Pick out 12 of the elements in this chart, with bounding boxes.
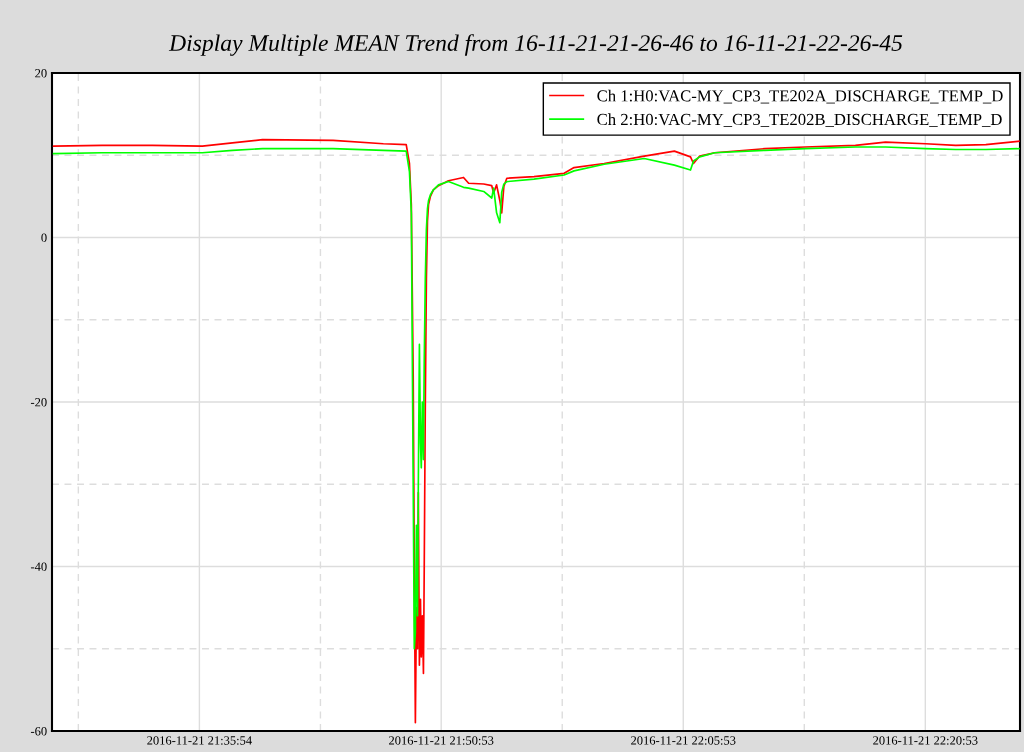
chart-title: Display Multiple MEAN Trend from 16-11-21-21-26-46 to 16-11-21-22-26-45 xyxy=(168,34,903,56)
y-tick-label: 20 xyxy=(35,69,47,78)
y-tick-label: -60 xyxy=(30,727,47,736)
x-tick-label: 2016-11-21 21:35:54 xyxy=(147,736,252,745)
y-tick-label: -20 xyxy=(30,398,47,407)
x-tick-label: 2016-11-21 22:05:53 xyxy=(631,736,736,745)
y-tick-label: 0 xyxy=(41,233,47,242)
y-tick-label: -40 xyxy=(30,562,47,571)
x-tick-label: 2016-11-21 22:20:53 xyxy=(873,736,978,745)
legend-label: Ch 1:H0:VAC-MY_CP3_TE202A_DISCHARGE_TEMP_D xyxy=(597,89,1003,104)
legend-label: Ch 2:H0:VAC-MY_CP3_TE202B_DISCHARGE_TEMP_D xyxy=(597,113,1002,128)
x-tick-label: 2016-11-21 21:50:53 xyxy=(389,736,494,745)
